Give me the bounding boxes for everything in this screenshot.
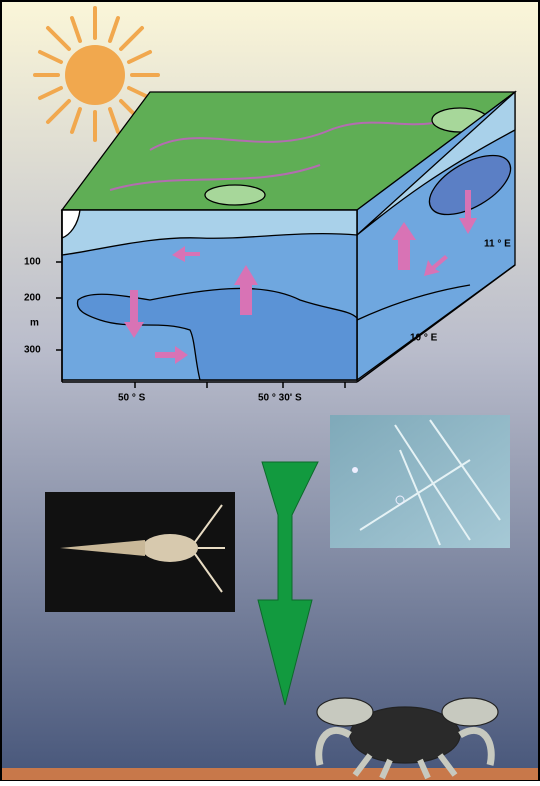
depth-label: 200 <box>24 293 41 304</box>
depth-unit: m <box>30 318 39 329</box>
ocean-block <box>60 90 517 382</box>
latitude-label: 50 ° 30' S <box>258 393 302 404</box>
depth-label: 100 <box>24 257 41 268</box>
current-arrows <box>124 190 477 364</box>
crab <box>315 697 499 780</box>
axes <box>56 210 516 388</box>
sea-floor <box>2 768 538 780</box>
longitude-label: 10 ° E <box>410 333 438 344</box>
diatom-photo <box>330 415 510 548</box>
food-chain-arrow <box>257 461 319 706</box>
latitude-label: 50 ° S <box>118 393 146 404</box>
longitude-label: 11 ° E <box>484 239 511 250</box>
copepod-photo <box>45 492 235 612</box>
depth-label: 300 <box>24 345 41 356</box>
